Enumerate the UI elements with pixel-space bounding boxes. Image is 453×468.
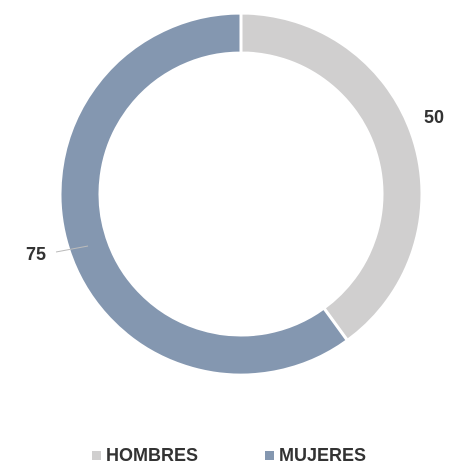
donut-slice (58, 11, 350, 377)
legend-swatch (265, 451, 274, 460)
leader-line (55, 245, 89, 253)
data-label: 50 (424, 107, 444, 127)
data-label: 75 (26, 244, 46, 264)
legend-label: HOMBRES (106, 445, 198, 465)
legend-swatch (92, 451, 101, 460)
legend-label: MUJERES (279, 445, 366, 465)
donut-slice (239, 11, 424, 343)
